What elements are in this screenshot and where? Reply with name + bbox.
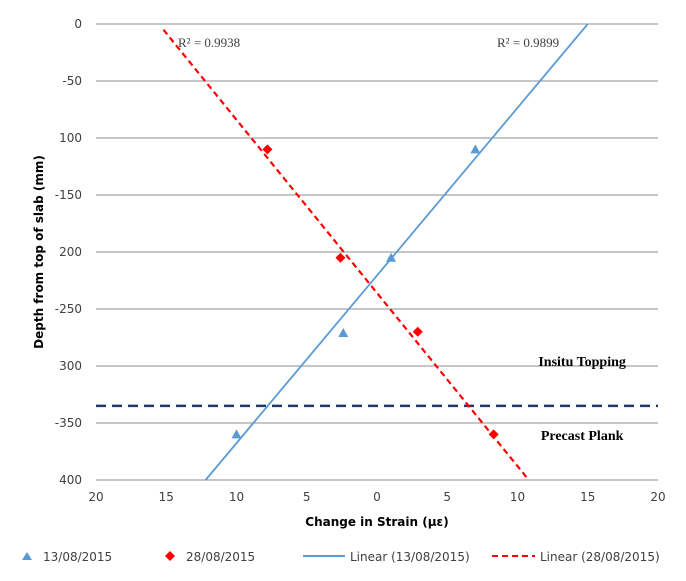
y-axis-title: Depth from top of slab (mm) xyxy=(32,155,46,349)
precast-plank-label: Precast Plank xyxy=(541,429,624,444)
y-tick-label: -50 xyxy=(62,74,82,88)
x-tick-label: 5 xyxy=(443,490,451,504)
x-tick-label: 15 xyxy=(159,490,174,504)
x-tick-label: 5 xyxy=(303,490,311,504)
r2-label-red: R² = 0.9938 xyxy=(178,35,240,50)
y-tick-label: -150 xyxy=(55,188,82,202)
x-tick-label: 10 xyxy=(229,490,244,504)
x-tick-label: 0 xyxy=(373,490,381,504)
y-tick-label: 200 xyxy=(59,245,82,259)
y-tick-label: 300 xyxy=(59,359,82,373)
data-point-triangle xyxy=(470,144,481,154)
data-point-diamond xyxy=(262,144,273,155)
x-tick-label: 20 xyxy=(650,490,665,504)
legend-label-linear-13-08: Linear (13/08/2015) xyxy=(350,550,470,564)
data-point-triangle xyxy=(338,327,349,337)
y-tick-label: 400 xyxy=(59,473,82,487)
data-point-diamond xyxy=(412,326,423,337)
insitu-topping-label: Insitu Topping xyxy=(538,355,626,370)
x-tick-label: 20 xyxy=(88,490,103,504)
y-tick-label: -250 xyxy=(55,302,82,316)
trendline xyxy=(162,29,530,481)
trendline xyxy=(204,23,589,481)
data-point-diamond xyxy=(488,429,499,440)
grid-layer xyxy=(96,23,658,481)
legend: 13/08/2015 28/08/2015 Linear (13/08/2015… xyxy=(22,550,660,564)
point-layer xyxy=(231,144,499,440)
y-tick-label: 0 xyxy=(74,17,82,31)
legend-marker-28-08 xyxy=(165,551,175,561)
legend-label-linear-28-08: Linear (28/08/2015) xyxy=(540,550,660,564)
trendline-layer xyxy=(162,23,589,481)
data-point-triangle xyxy=(386,252,397,262)
label-layer: 0 -50 100 -150 200 -250 300 -350 400 20 15 10 5 0 5 10 1… xyxy=(55,17,666,504)
y-tick-label: 100 xyxy=(59,131,82,145)
x-tick-label: 10 xyxy=(510,490,525,504)
x-axis-title: Change in Strain (με) xyxy=(305,515,448,529)
r2-label-blue: R² = 0.9899 xyxy=(497,35,559,50)
data-point-triangle xyxy=(231,429,242,439)
x-tick-label: 15 xyxy=(580,490,595,504)
legend-label-28-08: 28/08/2015 xyxy=(186,550,255,564)
data-point-diamond xyxy=(335,252,346,263)
legend-marker-13-08 xyxy=(22,552,32,560)
y-tick-label: -350 xyxy=(55,416,82,430)
legend-label-13-08: 13/08/2015 xyxy=(43,550,112,564)
